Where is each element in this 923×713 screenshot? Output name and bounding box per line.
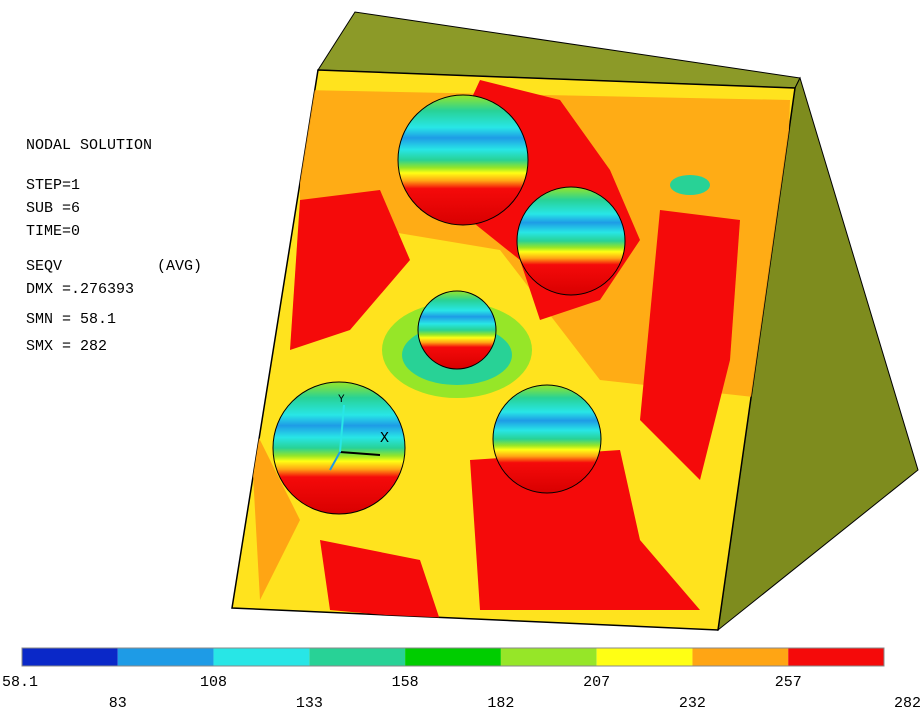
info-line: TIME=0	[26, 223, 80, 240]
legend-swatch	[22, 648, 118, 666]
info-stat: SMN = 58.1	[26, 311, 116, 328]
info-stat: SMX = 282	[26, 338, 107, 355]
legend: 58.1 83 108 133 158 182 207 232 257 282	[2, 648, 921, 712]
legend-swatch	[214, 648, 310, 666]
info-title: NODAL SOLUTION	[26, 137, 152, 154]
legend-swatch	[788, 648, 884, 666]
legend-label: 232	[679, 695, 706, 712]
legend-label: 83	[109, 695, 127, 712]
info-line: SUB =6	[26, 200, 80, 217]
legend-label: 58.1	[2, 674, 38, 691]
legend-label: 207	[583, 674, 610, 691]
legend-label: 108	[200, 674, 227, 691]
legend-label: 282	[894, 695, 921, 712]
triad-y: Y	[338, 394, 345, 406]
legend-swatch	[501, 648, 597, 666]
legend-label: 158	[392, 674, 419, 691]
legend-label: 257	[775, 674, 802, 691]
info-avg: (AVG)	[157, 258, 202, 275]
info-result: SEQV	[26, 258, 62, 275]
model: X Y	[232, 12, 918, 630]
info-line: STEP=1	[26, 177, 80, 194]
info-stat: DMX =.276393	[26, 281, 134, 298]
legend-swatch	[118, 648, 214, 666]
legend-swatch	[405, 648, 501, 666]
ansys-plot: X Y NODAL SOLUTION STEP=1 SUB =6 TIME=0 …	[0, 0, 923, 713]
legend-swatch	[692, 648, 788, 666]
legend-swatch	[597, 648, 693, 666]
legend-label: 182	[487, 695, 514, 712]
info: NODAL SOLUTION STEP=1 SUB =6 TIME=0 SEQV…	[26, 137, 202, 355]
legend-label: 133	[296, 695, 323, 712]
triad-x: X	[380, 430, 389, 447]
legend-swatch	[309, 648, 405, 666]
